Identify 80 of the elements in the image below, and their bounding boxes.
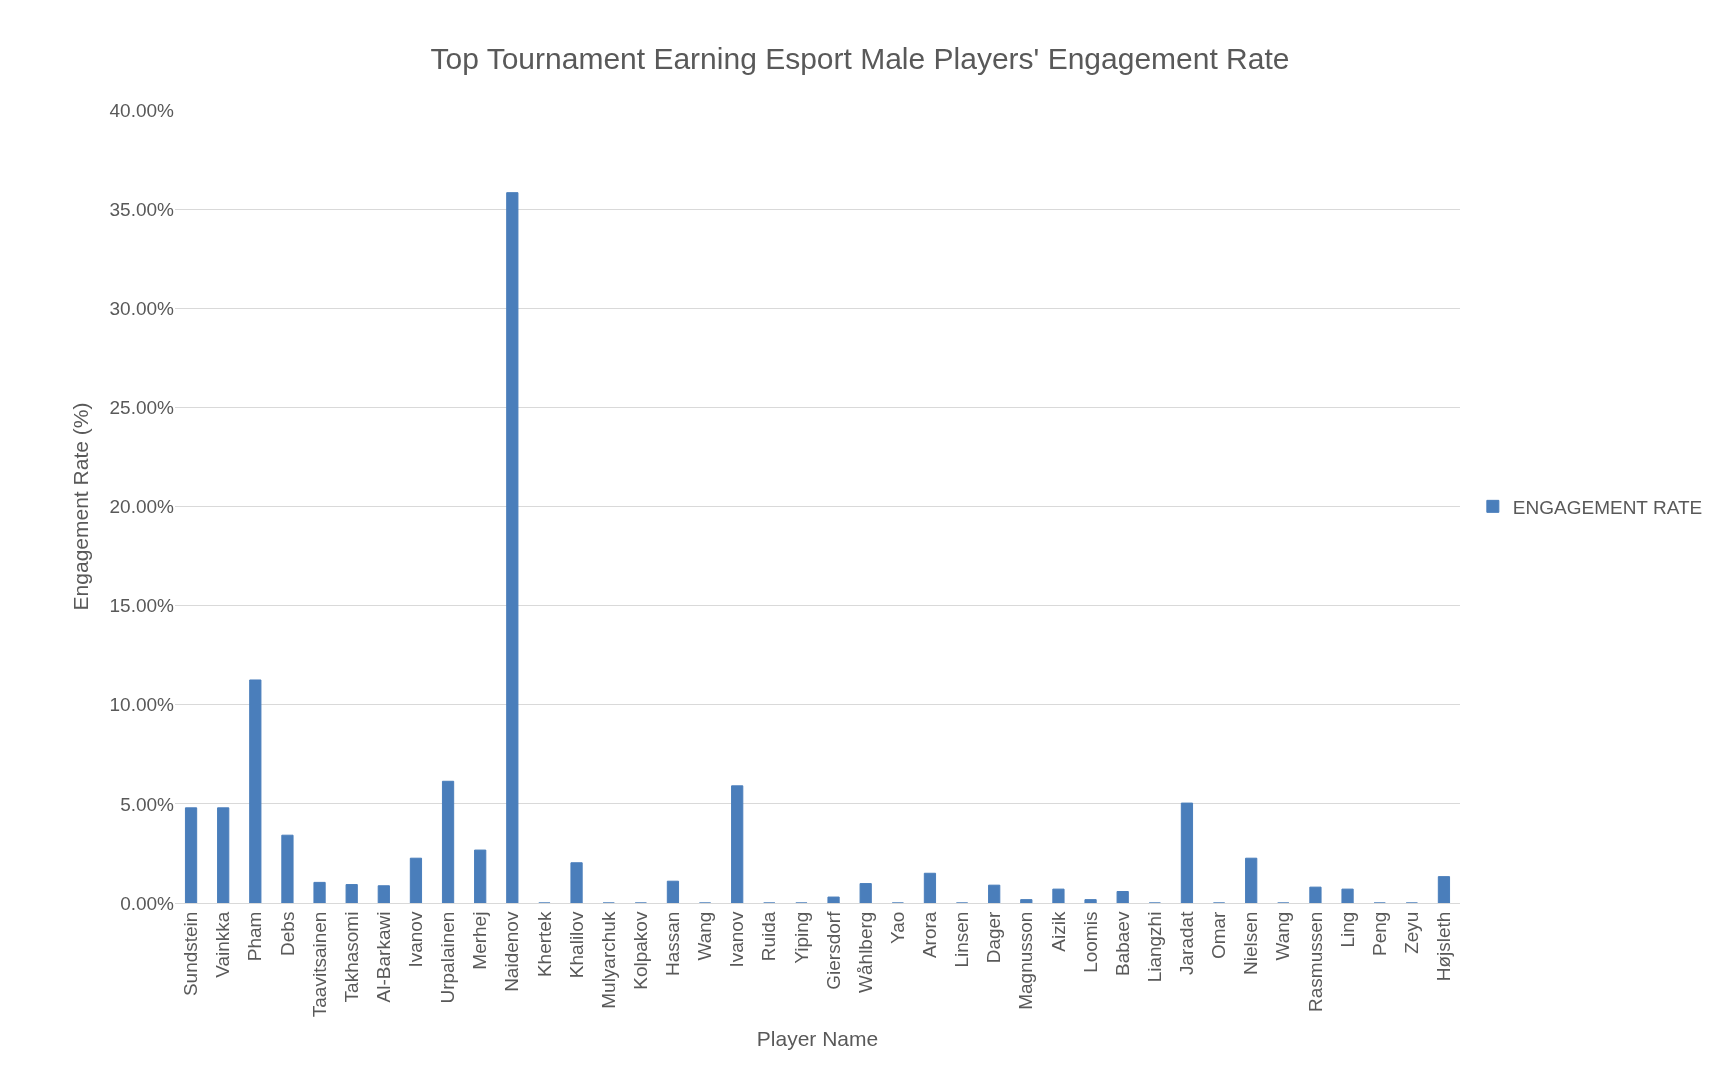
x-tick-label: Aizik — [1047, 911, 1069, 952]
x-tick-label: Loomis — [1079, 911, 1101, 973]
x-tick-label: Debs — [276, 911, 298, 956]
x-tick-label: Omar — [1208, 910, 1230, 960]
bar — [1437, 876, 1451, 903]
bar — [731, 785, 744, 903]
bar — [827, 896, 840, 903]
x-tick-label: Urpalainen — [437, 911, 459, 1004]
chart-title: Top Tournament Earning Esport Male Players' Engagement Rate — [430, 42, 1290, 76]
x-tick-label: Wåhlberg — [854, 911, 876, 993]
bar — [1341, 888, 1354, 903]
x-tick-label: Giersdorf — [822, 910, 844, 990]
x-tick-label: Liangzhi — [1143, 911, 1165, 983]
y-tick-label: 25.00% — [109, 397, 175, 419]
x-tick-label: Jaradat — [1176, 910, 1198, 975]
bar — [409, 857, 423, 903]
bar — [217, 807, 230, 903]
bar — [1245, 857, 1258, 903]
x-tick-label: Pham — [244, 911, 266, 962]
bar — [249, 679, 262, 903]
x-tick-label: Mulyarchuk — [597, 911, 619, 1009]
legend-label: ENGAGEMENT RATE — [1512, 496, 1703, 518]
y-tick-label: 5.00% — [120, 793, 175, 815]
y-tick-label: 30.00% — [109, 297, 175, 319]
x-tick-label: Naidenov — [501, 911, 523, 992]
bar — [1020, 899, 1033, 903]
x-tick-label: Rasmussen — [1304, 911, 1326, 1012]
bar — [377, 885, 390, 903]
bar — [859, 883, 872, 903]
x-tick-label: Taavitsainen — [308, 911, 330, 1018]
bar — [184, 807, 198, 903]
x-tick-label: Vainkka — [212, 911, 234, 978]
x-tick-label: Sundstein — [180, 911, 202, 997]
y-tick-label: 10.00% — [109, 694, 175, 716]
x-tick-label: Khalilov — [565, 911, 587, 979]
x-tick-label: Linsen — [951, 911, 973, 968]
bar — [988, 884, 1001, 903]
bar — [506, 192, 519, 903]
x-tick-label: Ivanov — [405, 911, 427, 968]
bar — [345, 884, 358, 903]
x-tick-label: Ling — [1336, 911, 1358, 948]
x-tick-label: Arora — [919, 911, 941, 959]
y-tick-label: 40.00% — [109, 99, 175, 121]
x-tick-label: Khertek — [533, 911, 555, 978]
bar — [441, 780, 455, 903]
x-tick-label: Yiping — [790, 911, 812, 964]
bar — [570, 862, 583, 903]
bar — [666, 880, 680, 903]
bar — [281, 834, 294, 903]
x-tick-label: Merhej — [469, 911, 491, 970]
x-tick-label: Peng — [1368, 911, 1390, 956]
bar — [313, 881, 326, 903]
x-tick-label: Dager — [983, 910, 1005, 964]
bar — [1052, 888, 1065, 903]
y-tick-label: 15.00% — [109, 595, 175, 617]
x-tick-label: Wang — [694, 911, 716, 961]
bar — [923, 872, 937, 903]
x-tick-label: Zeyu — [1400, 911, 1422, 954]
y-tick-label: 35.00% — [109, 198, 175, 220]
bar — [1180, 802, 1194, 903]
bar — [1116, 891, 1129, 903]
x-tick-label: Kolpakov — [629, 911, 651, 990]
x-axis-title: Player Name — [756, 1027, 879, 1051]
y-axis-title: Engagement Rate (%) — [68, 402, 92, 611]
x-tick-label: Yao — [886, 911, 908, 945]
x-tick-label: Ivanov — [726, 911, 748, 968]
bar — [1309, 886, 1322, 903]
y-tick-label: 20.00% — [109, 496, 175, 518]
x-tick-label: Babaev — [1111, 911, 1133, 977]
x-tick-label: Hassan — [662, 911, 684, 977]
x-tick-label: Al-Barkawi — [372, 911, 394, 1003]
x-tick-label: Nielsen — [1240, 911, 1262, 975]
x-tick-label: Takhasomi — [340, 911, 362, 1003]
y-tick-label: 0.00% — [120, 892, 175, 914]
bar — [1084, 899, 1097, 903]
x-tick-label: Wang — [1272, 911, 1294, 961]
bar — [474, 849, 487, 903]
x-tick-label: Magnusson — [1015, 911, 1037, 1010]
x-tick-label: Ruida — [758, 911, 780, 962]
x-tick-label: Højsleth — [1433, 911, 1455, 982]
